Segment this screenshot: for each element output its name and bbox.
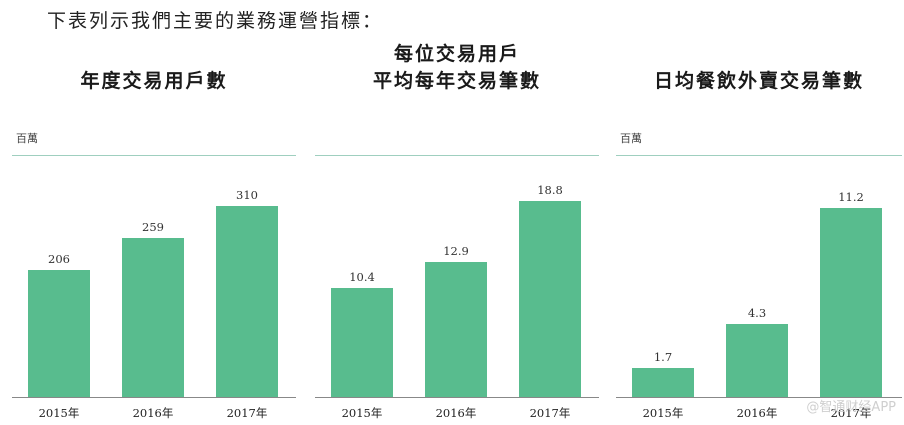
unit-label: 百萬 (620, 132, 642, 145)
top-rule (616, 155, 902, 156)
data-label-3: 11.2 (838, 190, 864, 204)
data-label-3: 310 (236, 188, 258, 202)
data-label-2: 259 (142, 220, 164, 234)
chart-daily-food-delivery-transactions: 日均餐飲外賣交易筆數 百萬 1.7 2015年 4.3 2016年 11.2 2017年 (616, 0, 902, 425)
bar-3 (216, 206, 278, 397)
bar-3 (519, 201, 581, 397)
data-label-1: 1.7 (653, 350, 673, 364)
data-label-1: 206 (48, 252, 70, 266)
chart-title-line-1: 每位交易用戶 (393, 43, 520, 65)
category-label-2: 2016年 (132, 406, 174, 420)
chart-transactions-per-user: 每位交易用戶 平均每年交易筆數 10.4 2015年 12.9 2016年 18.8 20… (315, 0, 599, 425)
category-label-1: 2015年 (38, 406, 80, 420)
category-label-2: 2016年 (435, 406, 477, 420)
chart-title: 年度交易用戶數 (80, 70, 228, 92)
intro-text: 下表列示我們主要的業務運營指標： (47, 10, 384, 32)
data-label-1: 10.4 (349, 270, 375, 284)
data-label-2: 4.3 (747, 306, 767, 320)
category-label-2: 2016年 (736, 406, 778, 420)
baseline (315, 397, 599, 398)
chart-title: 日均餐飲外賣交易筆數 (653, 70, 864, 92)
data-label-2: 12.9 (443, 244, 469, 258)
chart-title-line-2: 平均每年交易筆數 (372, 70, 541, 92)
category-label-1: 2015年 (642, 406, 684, 420)
bar-1 (331, 288, 393, 397)
top-rule (315, 155, 599, 156)
bar-2 (122, 238, 184, 397)
category-label-1: 2015年 (341, 406, 383, 420)
bar-2 (425, 262, 487, 397)
baseline (12, 397, 296, 398)
bar-2 (726, 324, 788, 397)
top-rule (12, 155, 296, 156)
bar-1 (632, 368, 694, 397)
bar-1 (28, 270, 90, 397)
watermark: @智通财经APP (806, 400, 896, 415)
category-label-3: 2017年 (830, 406, 872, 420)
unit-label: 百萬 (16, 132, 38, 145)
data-label-3: 18.8 (537, 183, 563, 197)
category-label-3: 2017年 (529, 406, 571, 420)
bar-3 (820, 208, 882, 397)
category-label-3: 2017年 (226, 406, 268, 420)
chart-annual-transacting-users: 年度交易用戶數 百萬 206 2015年 259 2016年 310 2017年 (12, 0, 296, 425)
baseline (616, 397, 902, 398)
